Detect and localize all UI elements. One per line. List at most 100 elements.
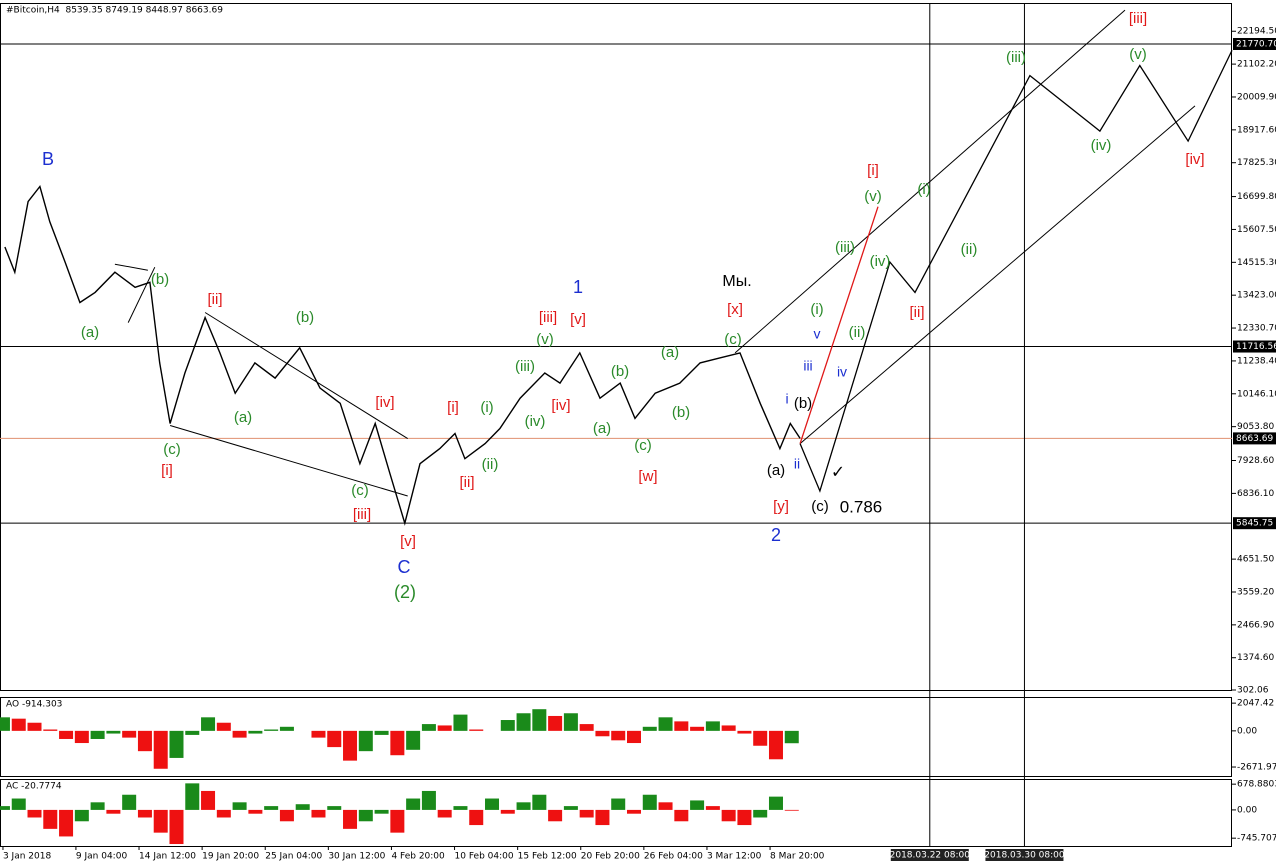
panel-frame: [0, 779, 1232, 847]
projection-line: [799, 50, 1233, 493]
wave-label: [iv]: [375, 394, 394, 411]
histogram-bar: [74, 730, 89, 744]
histogram-bar: [153, 730, 168, 769]
wave-label: (a): [767, 462, 785, 479]
wave-label: (b): [672, 404, 690, 421]
projection-line: [799, 206, 879, 444]
histogram-bar: [169, 809, 184, 845]
histogram-bar: [595, 730, 610, 737]
price-line: [4, 184, 801, 526]
panel-title: AC -20.7774: [6, 782, 62, 792]
wave-label: (c): [724, 331, 742, 348]
wave-label: [i]: [161, 462, 173, 479]
wave-label: (iv): [870, 253, 891, 270]
y-tick-label: 12330.70: [1237, 324, 1276, 334]
y-tick-label: 4651.50: [1237, 555, 1274, 565]
level-label-box: [1233, 340, 1276, 353]
wave-label: [ii]: [208, 291, 223, 308]
wave-label: iv: [837, 364, 847, 380]
wave-label: (v): [536, 331, 554, 348]
wave-label: (b): [296, 309, 314, 326]
trend-line: [799, 105, 1196, 444]
wave-label: (i): [810, 301, 823, 318]
histogram-bar: [658, 802, 673, 810]
y-tick-label: 2047.42: [1237, 699, 1274, 709]
wave-label: (2): [394, 582, 416, 602]
histogram-bar: [90, 802, 105, 810]
histogram-bar: [90, 730, 105, 739]
x-tick-label: 30 Jan 12:00: [328, 852, 385, 862]
histogram-bar: [737, 809, 752, 826]
histogram-bar: [721, 809, 736, 822]
histogram-bar: [279, 809, 294, 822]
histogram-bar: [453, 714, 468, 731]
histogram-bar: [248, 730, 263, 734]
wave-label: (iii): [835, 239, 855, 256]
wave-label: (b): [794, 395, 812, 412]
y-tick-label: 10146.10: [1237, 389, 1276, 399]
histogram-bar: [216, 722, 231, 731]
histogram-bar: [705, 806, 720, 810]
y-tick-label: 0.00: [1237, 726, 1257, 736]
x-tick-label: 25 Jan 04:00: [265, 852, 322, 862]
histogram-bar: [705, 721, 720, 731]
histogram-bar: [279, 726, 294, 731]
histogram-bar: [106, 809, 121, 814]
wave-label: (c): [634, 437, 652, 454]
histogram-bar: [264, 806, 279, 810]
level-label-box: [1233, 37, 1276, 50]
histogram-bar: [642, 794, 657, 810]
histogram-bar: [0, 806, 10, 810]
histogram-bar: [626, 730, 641, 744]
histogram-bar: [516, 713, 531, 731]
histogram-bar: [185, 730, 200, 735]
wave-label: [iii]: [539, 309, 557, 326]
histogram-bar: [390, 730, 405, 756]
histogram-bar: [563, 713, 578, 731]
histogram-bar: [232, 802, 247, 810]
histogram-bar: [311, 809, 326, 818]
y-tick-label: 15607.50: [1237, 225, 1276, 235]
wave-label: [iv]: [1185, 151, 1204, 168]
histogram-bar: [674, 721, 689, 731]
histogram-bar: [201, 790, 216, 810]
histogram-bar: [11, 718, 26, 731]
histogram-bar: [122, 730, 137, 738]
wave-label: [v]: [570, 311, 586, 328]
y-tick-label: 6836.10: [1237, 489, 1274, 499]
wave-label: [ii]: [460, 474, 475, 491]
wave-label: ✓: [831, 462, 845, 481]
histogram-bar: [611, 730, 626, 741]
wave-label: (b): [151, 271, 169, 288]
y-tick-label: 11238.40: [1237, 356, 1276, 366]
panel-frame: [0, 697, 1232, 777]
x-tick-label: 15 Feb 12:00: [518, 852, 577, 862]
histogram-bar: [690, 800, 705, 810]
y-tick-label: 17825.30: [1237, 158, 1276, 168]
wave-label: (iii): [1006, 49, 1026, 66]
x-tick-label: 19 Jan 20:00: [202, 852, 259, 862]
histogram-bar: [516, 802, 531, 810]
wave-label: [i]: [447, 399, 459, 416]
x-tick-label: 3 Jan 2018: [3, 852, 51, 862]
x-tick-label: 4 Feb 20:00: [391, 852, 445, 862]
histogram-bar: [485, 798, 500, 810]
wave-label: (iii): [515, 358, 535, 375]
y-tick-label: -745.7074: [1237, 834, 1276, 844]
histogram-bar: [122, 794, 137, 810]
histogram-bar: [469, 809, 484, 826]
histogram-bar: [532, 709, 547, 731]
wave-label: [v]: [400, 533, 416, 550]
histogram-bar: [595, 809, 610, 826]
trend-line: [169, 425, 408, 497]
histogram-bar: [768, 730, 783, 760]
x-tick-label: 10 Feb 04:00: [455, 852, 514, 862]
time-marker-label: 2018.03.30 08:00: [984, 851, 1065, 861]
histogram-bar: [264, 729, 279, 731]
wave-label: [x]: [727, 301, 743, 318]
level-label: 5845.75: [1236, 519, 1273, 529]
level-label: 21770.70: [1236, 39, 1276, 49]
x-tick-label: 20 Feb 20:00: [581, 852, 640, 862]
histogram-bar: [201, 717, 216, 731]
